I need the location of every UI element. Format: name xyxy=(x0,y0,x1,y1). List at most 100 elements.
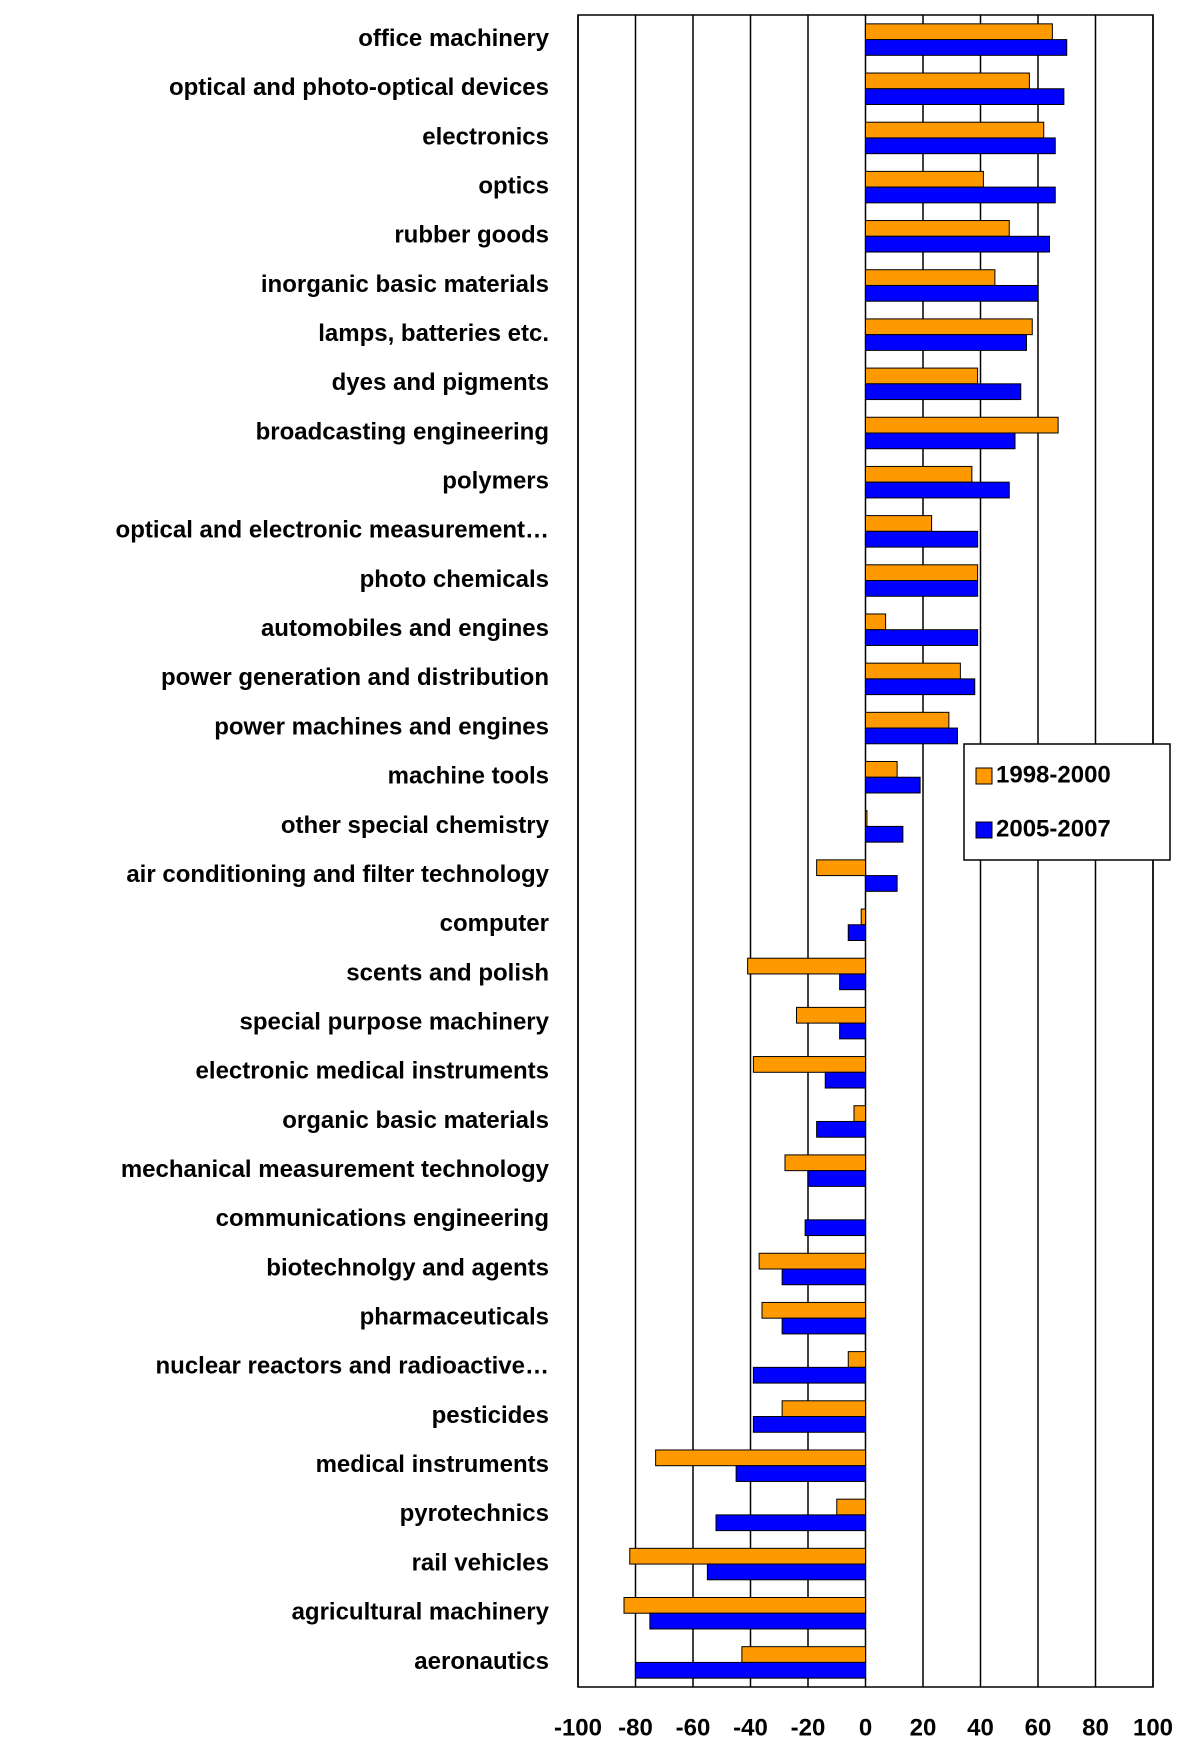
bar xyxy=(865,318,1033,336)
y-tick-label: power generation and distribution xyxy=(161,664,549,691)
bar xyxy=(781,1400,866,1418)
bar xyxy=(752,1366,866,1384)
bar xyxy=(635,1661,866,1679)
x-tick-label: 20 xyxy=(910,1714,937,1741)
x-tick-label: -40 xyxy=(733,1714,768,1741)
legend-swatch xyxy=(975,767,993,785)
bar xyxy=(655,1449,866,1467)
legend-box xyxy=(963,743,1171,861)
x-tick-label: 100 xyxy=(1133,1714,1173,1741)
bar xyxy=(865,760,898,778)
bar xyxy=(865,530,979,548)
bar xyxy=(752,1056,866,1073)
bar xyxy=(747,957,866,975)
y-tick-label: optics xyxy=(478,172,549,199)
bar xyxy=(741,1646,866,1663)
bar xyxy=(865,334,1027,351)
bar xyxy=(761,1301,866,1319)
bar xyxy=(865,186,1056,204)
y-tick-label: polymers xyxy=(442,468,549,495)
y-tick-label: power machines and engines xyxy=(214,713,549,740)
y-tick-label: inorganic basic materials xyxy=(261,271,549,298)
bar xyxy=(839,973,866,991)
legend-label: 2005-2007 xyxy=(996,815,1111,842)
bar xyxy=(865,416,1059,434)
bar xyxy=(847,1351,866,1368)
y-tick-label: office machinery xyxy=(358,25,549,52)
y-tick-label: mechanical measurement technology xyxy=(121,1156,550,1183)
y-tick-label: photo chemicals xyxy=(360,566,549,593)
bar xyxy=(860,908,866,926)
bar xyxy=(865,367,979,385)
y-tick-label: scents and polish xyxy=(346,959,549,986)
bar xyxy=(735,1465,866,1482)
bar xyxy=(853,1105,866,1122)
x-tick-label: -60 xyxy=(676,1714,711,1741)
bar xyxy=(865,465,973,483)
y-tick-label: medical instruments xyxy=(316,1451,549,1478)
bar xyxy=(865,284,1039,302)
y-tick-label: machine tools xyxy=(388,763,549,790)
bar xyxy=(649,1612,866,1630)
y-tick-label: organic basic materials xyxy=(282,1107,549,1134)
y-tick-label: biotechnolgy and agents xyxy=(266,1254,549,1281)
bar xyxy=(865,515,933,532)
x-tick-label: 40 xyxy=(967,1714,994,1741)
x-tick-label: -20 xyxy=(791,1714,826,1741)
y-tick-label: automobiles and engines xyxy=(261,615,549,642)
bar xyxy=(824,1071,866,1089)
bar xyxy=(865,220,1010,237)
y-tick-label: special purpose machinery xyxy=(240,1008,550,1035)
y-tick-label: nuclear reactors and radioactive… xyxy=(156,1353,550,1380)
y-tick-label: broadcasting engineering xyxy=(256,418,549,445)
y-tick-label: pharmaceuticals xyxy=(360,1304,549,1331)
y-tick-label: electronics xyxy=(422,123,549,150)
y-tick-label: pyrotechnics xyxy=(400,1500,549,1527)
y-tick-label: lamps, batteries etc. xyxy=(318,320,549,347)
bar xyxy=(836,1498,866,1516)
bar xyxy=(865,88,1065,106)
bar xyxy=(623,1596,866,1614)
y-tick-label: rubber goods xyxy=(394,222,549,249)
bar xyxy=(752,1416,866,1433)
bar xyxy=(865,613,887,631)
bar xyxy=(784,1154,866,1172)
x-tick-label: 80 xyxy=(1082,1714,1109,1741)
x-tick-label: -80 xyxy=(618,1714,653,1741)
bar xyxy=(865,727,958,745)
bar xyxy=(865,269,996,286)
y-tick-label: air conditioning and filter technology xyxy=(126,861,549,888)
y-tick-label: optical and photo-optical devices xyxy=(169,74,549,101)
bar xyxy=(781,1268,866,1286)
bar xyxy=(781,1317,866,1335)
bar xyxy=(629,1547,866,1565)
bar xyxy=(816,859,866,877)
y-tick-label: dyes and pigments xyxy=(332,369,549,396)
bar xyxy=(816,1120,866,1138)
bar xyxy=(807,1170,866,1187)
bar xyxy=(865,678,976,696)
x-tick-label: -100 xyxy=(554,1714,602,1741)
bar xyxy=(865,432,1016,450)
bar xyxy=(865,662,961,680)
bar xyxy=(865,776,921,794)
y-tick-label: aeronautics xyxy=(414,1648,549,1675)
bar xyxy=(865,875,898,892)
bar xyxy=(839,1022,866,1040)
legend-swatch xyxy=(975,821,993,839)
bar xyxy=(847,924,866,942)
y-tick-label: communications engineering xyxy=(216,1205,549,1232)
y-tick-label: other special chemistry xyxy=(281,812,550,839)
bar xyxy=(865,629,979,646)
bar xyxy=(865,137,1056,155)
bar xyxy=(865,564,979,582)
y-tick-label: optical and electronic measurement… xyxy=(116,517,549,544)
bar xyxy=(804,1219,866,1237)
y-tick-label: agricultural machinery xyxy=(292,1599,550,1626)
bar xyxy=(715,1514,866,1532)
y-tick-label: pesticides xyxy=(432,1402,549,1429)
y-tick-label: computer xyxy=(440,910,549,937)
bar xyxy=(706,1563,866,1581)
bar xyxy=(865,170,984,188)
